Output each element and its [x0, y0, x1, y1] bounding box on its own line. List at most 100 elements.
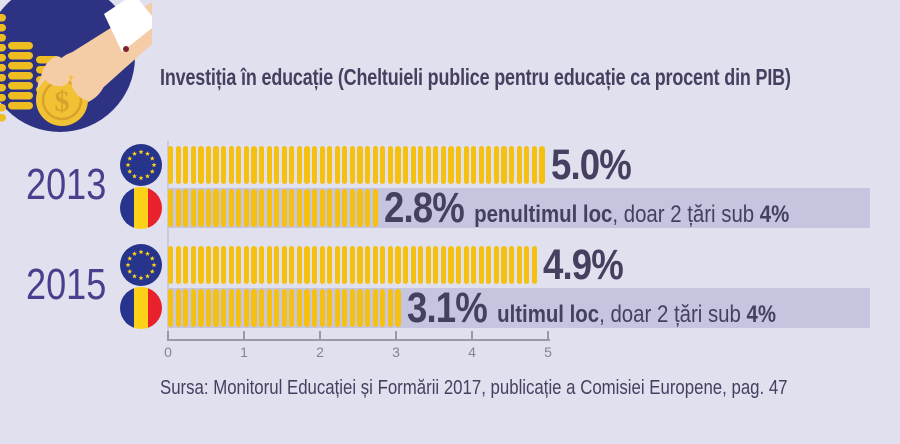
bar-segment: [289, 289, 295, 327]
bar-segment: [425, 246, 431, 284]
bar-value-label: 5.0%: [550, 140, 632, 189]
bar-segment: [493, 146, 500, 184]
bar-row-romania-2015: 3.1% ultimul loc , doar 2 țări sub 4%: [120, 283, 870, 332]
bar-segment: [304, 289, 310, 327]
bar-segment: [372, 189, 378, 227]
bar-segment: [243, 189, 249, 227]
bar-segment: [395, 246, 401, 284]
bar-segment: [221, 146, 227, 184]
bar-segment: [221, 246, 227, 284]
bar-segment: [327, 289, 333, 327]
bar-segment: [410, 146, 416, 184]
bar-segment: [281, 146, 287, 184]
bar-segment: [387, 246, 393, 284]
bar-segment: [372, 246, 378, 284]
bar-segment: [198, 146, 204, 184]
bar-segment: [365, 246, 371, 284]
bar-segment: [205, 189, 212, 227]
bar-segment: [183, 146, 189, 184]
axis-tick-label: 1: [240, 344, 248, 360]
bar-segment: [319, 289, 325, 327]
bar-value-group: 3.1% ultimul loc , doar 2 țări sub 4%: [406, 283, 776, 332]
bar-segment: [311, 189, 318, 227]
bar-segment: [357, 246, 363, 284]
bar-segment: [455, 246, 462, 284]
bar-segment: [357, 289, 363, 327]
bar-segment: [380, 289, 386, 327]
bar-segment: [205, 289, 212, 327]
bar-segment: [213, 246, 219, 284]
bar-romania-2013: [168, 189, 378, 227]
bar-segment: [486, 246, 492, 284]
bar-segment: [501, 246, 507, 284]
bar-segment: [418, 146, 424, 184]
bar-segment: [236, 146, 242, 184]
bar-segment: [448, 146, 454, 184]
bar-segment: [190, 289, 196, 327]
romania-flag-icon: [120, 187, 162, 229]
bar-row-romania-2013: 2.8% penultimul loc , doar 2 țări sub 4%: [120, 186, 870, 229]
bar-segment: [349, 146, 356, 184]
bar-segment: [289, 146, 295, 184]
bar-segment: [190, 146, 196, 184]
hand-inserting-coin-icon: $: [0, 0, 152, 132]
bar-segment: [190, 246, 196, 284]
bar-segment: [281, 189, 287, 227]
bar-segment: [213, 289, 219, 327]
bar-segment: [357, 189, 363, 227]
bar-segment: [251, 289, 257, 327]
bar-segment: [349, 289, 356, 327]
bar-segment: [463, 146, 469, 184]
bar-segment: [258, 146, 265, 184]
bar-segment: [266, 246, 272, 284]
bar-segment: [455, 146, 462, 184]
bar-value-group: 4.9%: [543, 243, 624, 287]
bar-segment: [380, 246, 386, 284]
bar-segment: [509, 246, 515, 284]
bar-segment: [266, 146, 272, 184]
bar-value-label: 3.1%: [406, 283, 488, 332]
bar-segment: [334, 246, 340, 284]
bar-segment: [266, 189, 272, 227]
bar-segment: [228, 246, 234, 284]
bar-eu-2015: [168, 246, 537, 284]
annotation-bold: penultimul loc: [473, 200, 613, 228]
bar-segment: [471, 246, 477, 284]
bar-segment: [221, 289, 227, 327]
bar-segment: [387, 289, 393, 327]
bar-segment: [296, 189, 303, 227]
bar-row-eu-2015: 4.9%: [120, 243, 637, 287]
bar-segment: [205, 146, 212, 184]
bar-segment: [175, 189, 181, 227]
axis-tick-label: 3: [392, 344, 400, 360]
bar-segment: [493, 246, 500, 284]
bar-segment: [228, 289, 234, 327]
bar-segment: [524, 146, 530, 184]
bar-segment: [365, 146, 371, 184]
bar-segment: [531, 146, 537, 184]
axis-tick: [395, 331, 397, 341]
bar-segment: [516, 146, 522, 184]
bar-segment: [440, 246, 446, 284]
bar-segment: [258, 189, 265, 227]
bar-segment: [471, 146, 477, 184]
bar-segment: [539, 146, 545, 184]
bar-segment: [304, 146, 310, 184]
bar-segment: [319, 246, 325, 284]
x-axis-line: [167, 339, 550, 341]
bar-segment: [281, 246, 287, 284]
eu-flag-icon: [120, 244, 162, 286]
axis-tick-label: 2: [316, 344, 324, 360]
bar-segment: [478, 146, 484, 184]
bar-segment: [228, 189, 234, 227]
bar-segment: [524, 246, 530, 284]
bar-segment: [304, 189, 310, 227]
bar-segment: [281, 289, 287, 327]
bar-segment: [289, 189, 295, 227]
bar-segment: [266, 289, 272, 327]
bar-segment: [236, 189, 242, 227]
bar-segment: [319, 189, 325, 227]
bar-segment: [228, 146, 234, 184]
bar-segment: [311, 289, 318, 327]
